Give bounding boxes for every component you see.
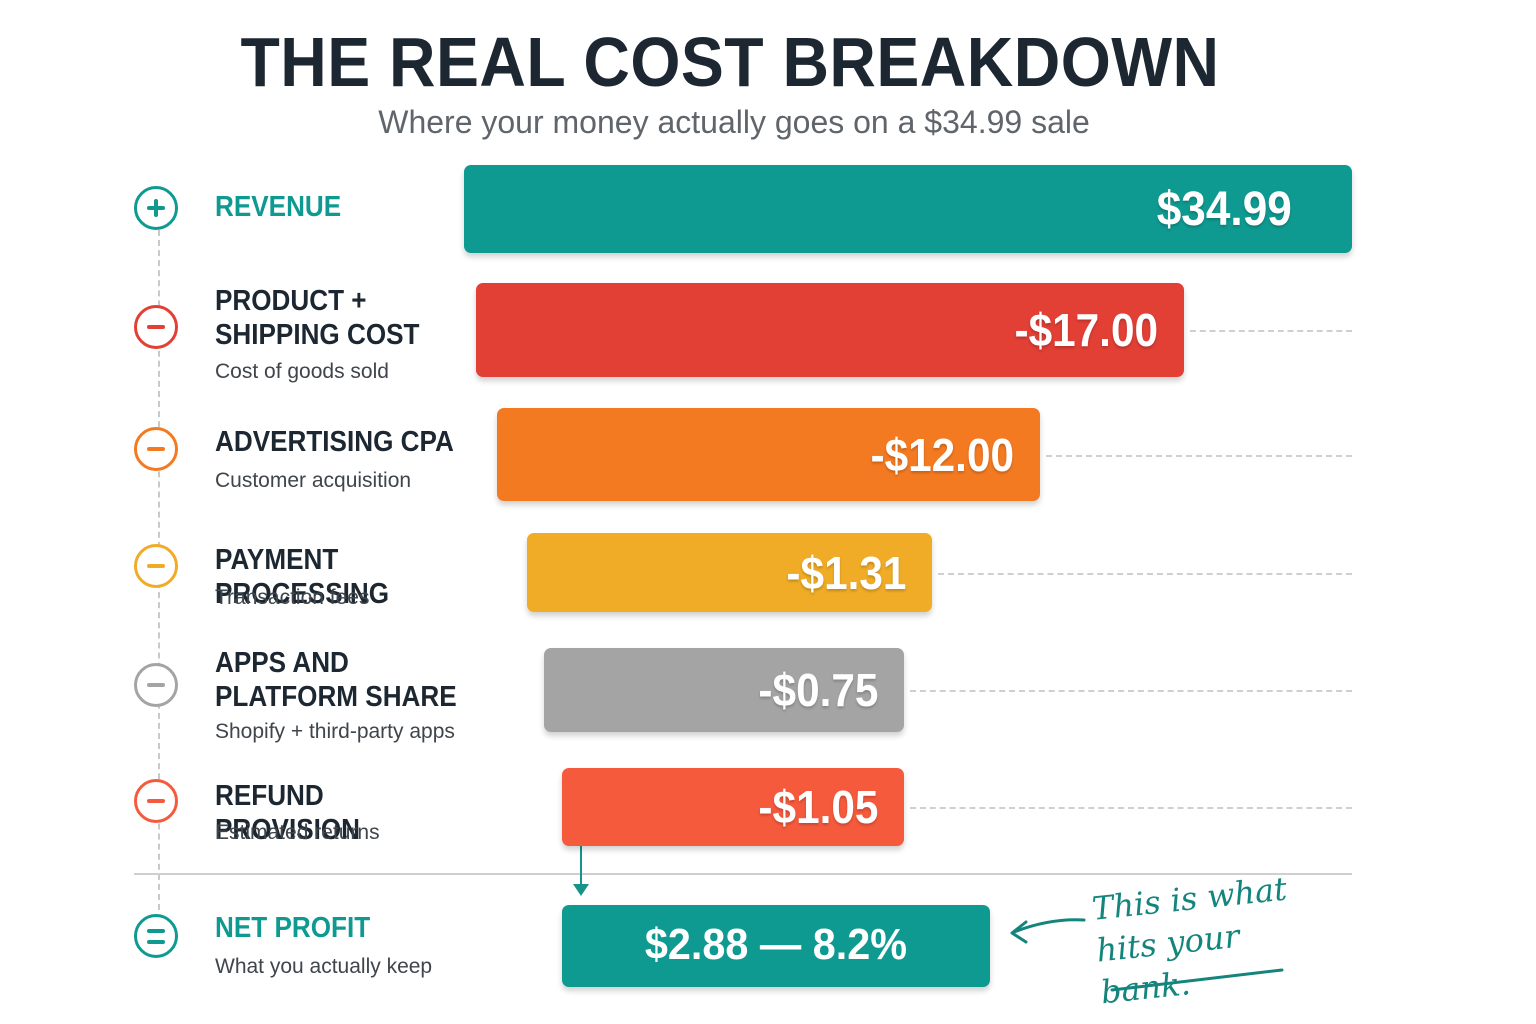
row-label: PAYMENT PROCESSING [215, 544, 390, 610]
bar-refund-provision [562, 768, 904, 846]
row-label: REFUND PROVISION [215, 780, 361, 846]
bar-value-label: -$1.31 [785, 546, 906, 599]
arrow-line [580, 846, 582, 886]
bar-product-shipping-cost [476, 283, 1184, 377]
minus-icon [134, 663, 178, 707]
row-sublabel: Cost of goods sold [215, 360, 389, 383]
page-title: THE REAL COST BREAKDOWN [240, 23, 1220, 101]
net-profit-sublabel: What you actually keep [215, 955, 433, 978]
page-subtitle: Where your money actually goes on a $34.… [378, 104, 1090, 140]
annotation-arrow-icon [1010, 918, 1284, 992]
bar-value-label: -$17.00 [1014, 304, 1158, 356]
bar-payment-processing [527, 533, 932, 612]
net-profit-value: $2.88 — 8.2% [644, 920, 908, 969]
plus-icon [134, 186, 178, 230]
bar-advertising-cpa [497, 408, 1040, 501]
minus-icon [134, 779, 178, 823]
row-sublabel: Transaction fees [215, 586, 370, 609]
bar-net-profit [562, 905, 990, 987]
bar-value-label: -$0.75 [757, 664, 878, 716]
row-label: PRODUCT + SHIPPING COST [215, 285, 420, 351]
bar-value-label: $34.99 [1156, 183, 1292, 236]
guide-dashed-line [938, 572, 1352, 575]
minus-icon [134, 305, 178, 349]
bar-value-label: -$1.05 [757, 781, 878, 833]
bar-apps-and-platform-share [544, 648, 904, 732]
guide-dashed-line [1190, 330, 1352, 332]
net-profit-label: NET PROFIT [215, 912, 371, 944]
minus-icon [134, 544, 178, 588]
guide-dashed-line [910, 690, 1352, 692]
equals-icon [134, 914, 178, 958]
minus-icon [134, 427, 178, 471]
row-label: APPS AND PLATFORM SHARE [215, 647, 457, 713]
row-sublabel: Shopify + third-party apps [215, 720, 455, 743]
bar-revenue [464, 165, 1352, 253]
row-sublabel: Estimated returns [215, 821, 380, 844]
row-sublabel: Customer acquisition [215, 469, 412, 492]
bar-value-label: -$12.00 [870, 428, 1014, 481]
guide-dashed-line [910, 807, 1352, 809]
row-label: ADVERTISING CPA [215, 426, 454, 458]
total-divider [134, 873, 1352, 875]
row-label: REVENUE [215, 191, 342, 223]
arrow-down-icon [573, 884, 589, 896]
guide-dashed-line [1046, 454, 1352, 457]
